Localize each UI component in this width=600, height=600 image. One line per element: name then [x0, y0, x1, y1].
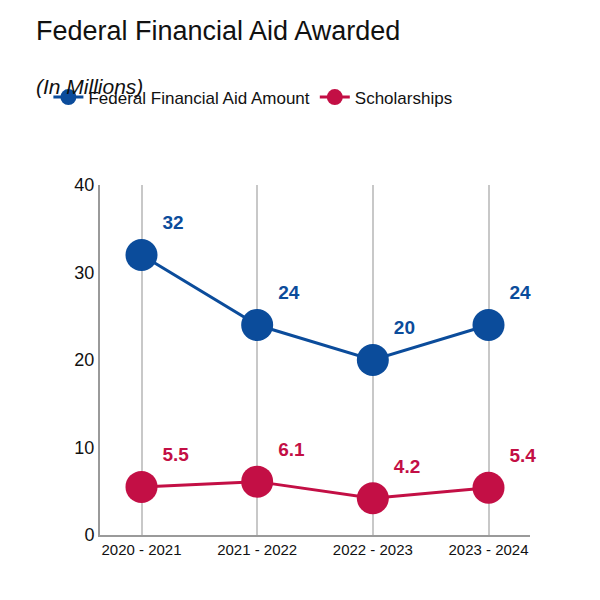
svg-text:20: 20 — [394, 317, 415, 338]
svg-text:40: 40 — [74, 175, 94, 195]
svg-text:10: 10 — [74, 438, 94, 458]
svg-text:5.4: 5.4 — [510, 445, 537, 466]
svg-text:30: 30 — [74, 263, 94, 283]
svg-text:Federal Financial Aid Awarded: Federal Financial Aid Awarded — [36, 16, 400, 46]
svg-text:2020 - 2021: 2020 - 2021 — [101, 541, 181, 558]
svg-text:0: 0 — [84, 525, 94, 545]
svg-text:24: 24 — [278, 282, 300, 303]
svg-text:6.1: 6.1 — [278, 439, 305, 460]
svg-text:4.2: 4.2 — [394, 456, 420, 477]
svg-text:20: 20 — [74, 350, 94, 370]
svg-text:(In Millions): (In Millions) — [36, 75, 143, 98]
svg-text:2021 - 2022: 2021 - 2022 — [217, 541, 297, 558]
svg-text:32: 32 — [163, 212, 184, 233]
svg-text:5.5: 5.5 — [163, 444, 190, 465]
svg-text:2022 - 2023: 2022 - 2023 — [333, 541, 413, 558]
svg-text:Scholarships: Scholarships — [355, 89, 452, 108]
svg-text:24: 24 — [510, 282, 532, 303]
svg-text:2023 - 2024: 2023 - 2024 — [448, 541, 528, 558]
svg-text:Federal Financial Aid Amount: Federal Financial Aid Amount — [88, 89, 309, 108]
